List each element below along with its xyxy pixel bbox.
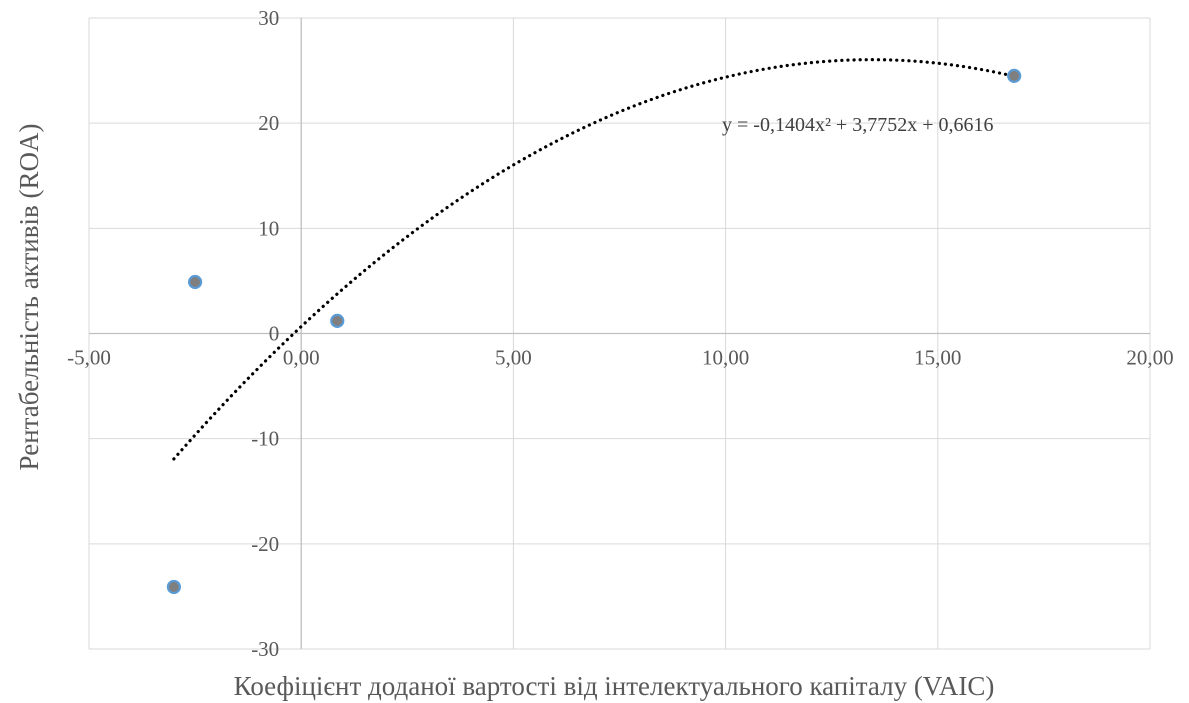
y-tick-label: 20: [258, 111, 279, 135]
x-tick-label: 20,00: [1126, 346, 1173, 370]
y-tick-label: 0: [269, 322, 280, 346]
y-tick-labels: -30 -20 -10 0 10 20 30: [251, 6, 279, 661]
y-axis-title: Рентабельність активів (ROA): [14, 124, 44, 471]
y-tick-label: -10: [251, 427, 279, 451]
data-point: [330, 313, 345, 328]
data-points: [166, 68, 1022, 595]
data-point: [1007, 68, 1022, 83]
trendline-equation: y = -0,1404x² + 3,7752x + 0,6616: [722, 114, 994, 136]
y-tick-label: 30: [258, 6, 279, 30]
data-point: [188, 274, 203, 290]
zero-axes: [89, 18, 1150, 649]
x-tick-label: -5,00: [67, 346, 111, 370]
y-tick-label: -20: [251, 532, 279, 556]
y-tick-label: 10: [258, 216, 279, 240]
data-point: [166, 579, 181, 595]
x-axis-title: Коефіцієнт доданої вартості від інтелект…: [234, 671, 995, 701]
trendline: [172, 58, 1016, 461]
x-tick-label: 0,00: [283, 346, 320, 370]
trendline-curve: [172, 58, 1016, 461]
x-tick-labels: -5,00 0,00 5,00 10,00 15,00 20,00: [67, 346, 1174, 370]
y-tick-label: -30: [251, 637, 279, 661]
x-tick-label: 5,00: [495, 346, 532, 370]
x-tick-label: 15,00: [914, 346, 961, 370]
x-tick-label: 10,00: [702, 346, 749, 370]
